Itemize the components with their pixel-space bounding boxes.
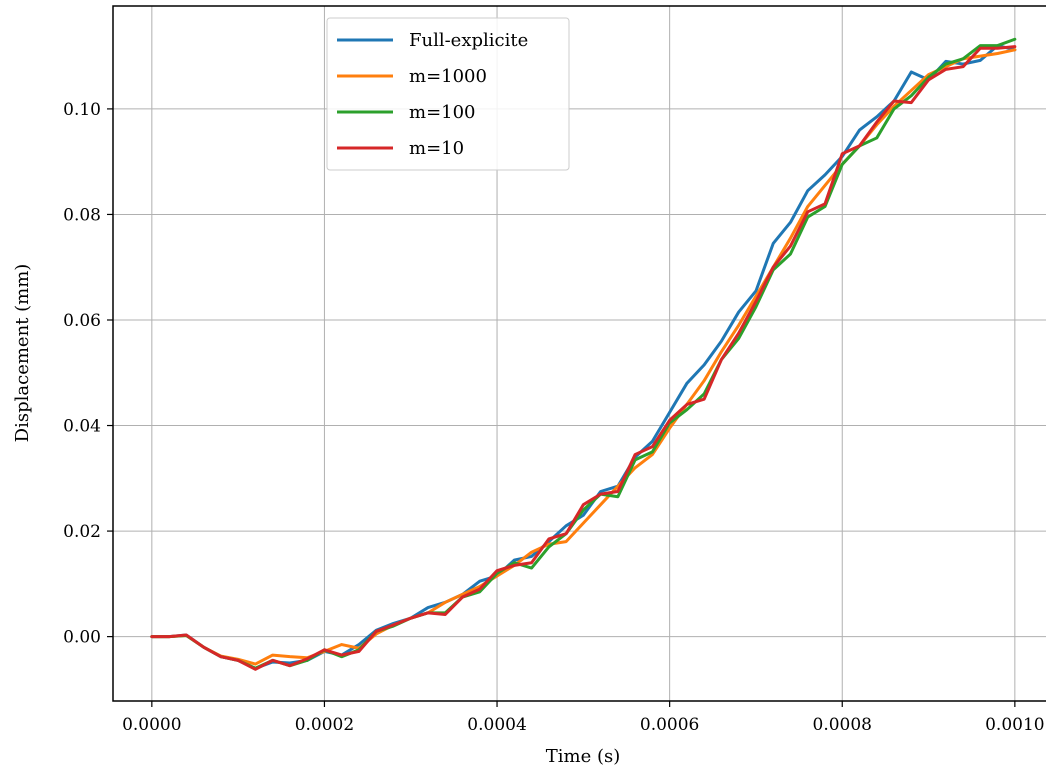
y-tick-label: 0.02 — [63, 522, 101, 542]
legend-label: Full-explicite — [409, 30, 528, 51]
y-tick-label: 0.00 — [63, 628, 101, 648]
series-line-full-explicite — [150, 44, 1017, 670]
x-axis-ticks: 0.0000 0.0002 0.0004 0.0006 0.0008 0.0010 — [122, 701, 1045, 735]
x-axis-label: Time (s) — [546, 746, 621, 767]
y-tick-label: 0.10 — [63, 100, 101, 120]
series-lines — [150, 37, 1017, 671]
legend-label: m=1000 — [409, 66, 487, 87]
legend-label: m=100 — [409, 102, 476, 123]
plot-frame — [112, 5, 1046, 702]
y-axis-ticks: 0.00 0.02 0.04 0.06 0.08 0.10 — [63, 100, 113, 648]
legend: Full-explicite m=1000 m=100 m=10 — [326, 17, 570, 171]
series-line-m-100 — [150, 37, 1017, 670]
y-tick-label: 0.04 — [63, 417, 101, 437]
legend-label: m=10 — [409, 138, 464, 159]
x-tick-label: 0.0010 — [985, 715, 1044, 735]
series-line-m-1000 — [150, 48, 1017, 666]
y-tick-label: 0.06 — [63, 311, 101, 331]
x-tick-label: 0.0002 — [295, 715, 354, 735]
x-tick-label: 0.0000 — [122, 715, 181, 735]
series-line-m-10 — [150, 45, 1017, 671]
y-axis-label: Displacement (mm) — [12, 264, 33, 443]
x-tick-label: 0.0004 — [467, 715, 526, 735]
y-tick-label: 0.08 — [63, 205, 101, 225]
grid-lines — [113, 6, 1046, 701]
x-tick-label: 0.0006 — [640, 715, 699, 735]
x-tick-label: 0.0008 — [813, 715, 872, 735]
legend-box — [326, 17, 570, 171]
